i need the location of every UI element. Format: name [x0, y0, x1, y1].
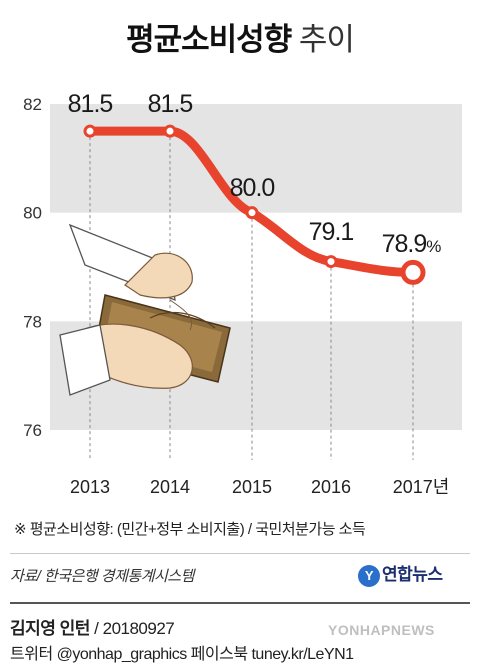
- chart-title: 평균소비성향 추이: [0, 14, 480, 59]
- data-labels: 81.5 81.5 80.0 79.1 78.9%: [68, 90, 443, 258]
- data-label: 81.5: [68, 90, 113, 118]
- data-point: [163, 124, 177, 138]
- credit-separator: /: [89, 619, 103, 638]
- x-tick-label: 2014: [150, 477, 190, 497]
- data-label: 80.0: [230, 174, 275, 202]
- grid-band: [50, 104, 462, 213]
- x-tick-label: 2013: [70, 477, 110, 497]
- data-point: [83, 124, 97, 138]
- data-points: [83, 124, 426, 285]
- watermark: YONHAPNEWS: [328, 622, 435, 638]
- data-label: 79.1: [309, 218, 354, 246]
- wallet-illustration: [59, 223, 231, 396]
- x-tick-label: 2015: [232, 477, 272, 497]
- yonhap-logo-icon: Y: [358, 564, 380, 587]
- y-tick-label: 76: [23, 421, 42, 440]
- social-links: 트위터 @yonhap_graphics 페이스북 tuney.kr/LeYN1: [10, 646, 354, 663]
- x-axis: 2013 2014 2015 2016 2017년: [70, 477, 449, 497]
- grid-bands: [50, 104, 462, 430]
- credit-line: 김지영 인턴 / 20180927: [10, 614, 175, 639]
- data-label: 81.5: [148, 90, 193, 118]
- footnote: ※ 평균소비성향: (민간+정부 소비지출) / 국민처분가능 소득: [14, 521, 366, 538]
- chart-title-light: 추이: [298, 22, 355, 57]
- divider: [10, 553, 470, 554]
- y-tick-label: 78: [23, 312, 42, 331]
- x-tick-label: 2017년: [393, 477, 450, 497]
- y-tick-label: 82: [23, 95, 42, 114]
- brand-name: 연합뉴스: [382, 565, 443, 584]
- y-axis: 76 78 80 82: [23, 95, 42, 440]
- data-label: 78.9%: [382, 230, 442, 258]
- data-point: [400, 259, 426, 285]
- y-tick-label: 80: [23, 204, 42, 223]
- data-point: [324, 255, 338, 269]
- source-note: 자료/ 한국은행 경제통계시스템: [10, 568, 194, 585]
- divider-strong: [10, 602, 470, 604]
- chart-title-bold: 평균소비성향: [126, 22, 292, 57]
- data-label-unit: %: [426, 237, 441, 256]
- data-point: [245, 206, 259, 220]
- series-line: [85, 126, 418, 277]
- credit-date: 20180927: [102, 619, 175, 638]
- brand-logo: Y 연합뉴스: [358, 560, 443, 587]
- x-tick-label: 2016: [311, 477, 351, 497]
- author: 김지영 인턴: [10, 619, 90, 638]
